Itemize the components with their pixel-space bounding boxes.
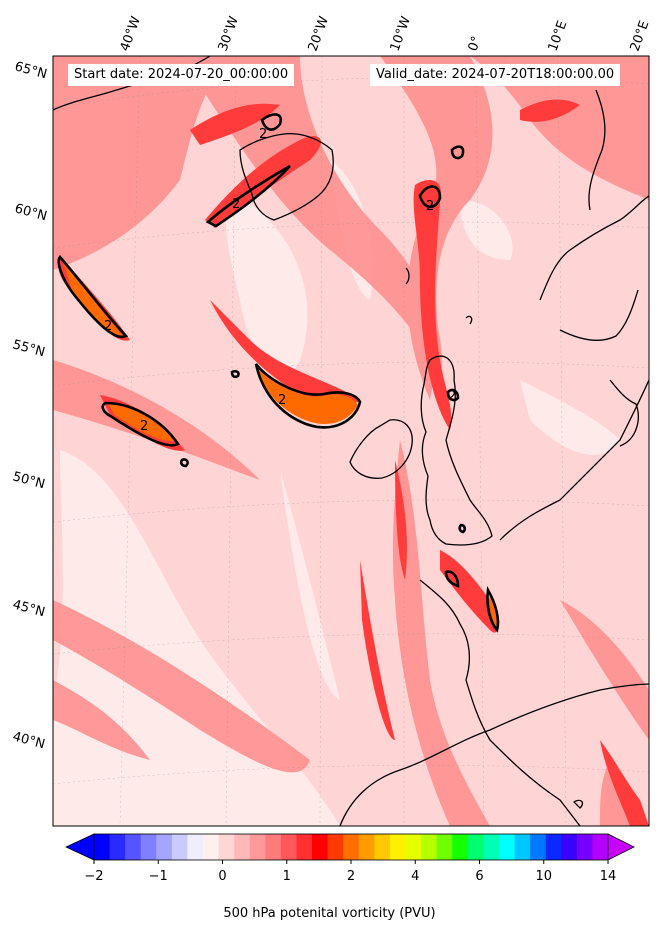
colorbar-tick-label: −1: [149, 869, 168, 884]
colorbar-segment: [249, 834, 266, 860]
latitude-labels: 65°N 60°N 55°N 50°N 45°N 40°N: [11, 59, 49, 752]
lon-label: 20°E: [628, 19, 653, 54]
colorbar-segment: [436, 834, 453, 860]
pv-2-contours: [57, 113, 500, 633]
colorbar-segment: [234, 834, 251, 860]
colorbar-segment: [576, 834, 593, 860]
colorbar-tick-label: 14: [600, 869, 617, 884]
colorbar-segment: [483, 834, 500, 860]
colorbar-segment: [498, 834, 516, 860]
colorbar-segment: [358, 834, 375, 860]
contour-label: 2: [232, 197, 240, 212]
contour-label: 2: [278, 393, 286, 408]
colorbar-tick-label: 6: [475, 869, 483, 884]
colorbar-label: 500 hPa potenital vorticity (PVU): [223, 906, 436, 921]
colorbar-segment: [296, 834, 313, 860]
colorbar-tick-label: 1: [283, 869, 291, 884]
colorbar-segment: [374, 834, 391, 860]
colorbar-extend-low: [65, 833, 95, 861]
lon-label: 10°W: [388, 14, 414, 53]
lat-label: 50°N: [11, 469, 47, 492]
colorbar-segment: [156, 834, 173, 860]
colorbar-segment: [514, 834, 531, 860]
lon-label: 30°W: [216, 14, 242, 53]
colorbar-segment: [140, 834, 157, 860]
valid-date-label: Valid_date: 2024-07-20T18:00:00.00: [370, 64, 621, 86]
colorbar-segment: [545, 834, 562, 860]
lon-label: 20°W: [306, 14, 332, 53]
colorbar-segment: [109, 834, 126, 860]
map-panel: 2 2 2 2 2 2 2: [53, 56, 649, 826]
graticule: [53, 56, 649, 826]
lat-label: 60°N: [13, 201, 49, 224]
colorbar-segment: [218, 834, 235, 860]
colorbar-segment: [280, 834, 297, 860]
colorbar-segment: [312, 834, 329, 860]
colorbar-segment: [389, 834, 407, 860]
colorbar-segment: [94, 834, 111, 860]
colorbar-tick-label: 4: [411, 869, 419, 884]
colorbar-segment: [452, 834, 469, 860]
lon-label: 0°: [466, 34, 485, 53]
colorbar-tick-label: 0: [218, 869, 226, 884]
colorbar-segment: [125, 834, 142, 860]
colorbar-tick-label: −2: [84, 869, 103, 884]
colorbar-tick-label: 2: [347, 869, 355, 884]
contour-label: 2: [140, 419, 148, 434]
colorbar-segment: [327, 834, 344, 860]
start-date-label: Start date: 2024-07-20_00:00:00: [68, 64, 295, 86]
contour-label: 2: [448, 389, 456, 404]
contour-value-labels: 2 2 2 2 2 2 2: [104, 127, 456, 434]
colorbar-segment: [530, 834, 547, 860]
colorbar-segment: [405, 834, 422, 860]
colorbar-tick-label: 10: [535, 869, 552, 884]
lon-label: 40°W: [118, 14, 144, 53]
colorbar-segment: [171, 834, 188, 860]
contour-label: 2: [426, 199, 434, 214]
colorbar-segment: [467, 834, 484, 860]
map-frame: [52, 55, 650, 827]
colorbar-extend-high: [607, 833, 635, 861]
colorbar-segment: [421, 834, 438, 860]
colorbar: −2 −1 0 1 2 4 6 10 14: [65, 833, 635, 884]
colorbar-segment: [343, 834, 360, 860]
colorbar-segment: [203, 834, 220, 860]
colorbar-segment: [187, 834, 204, 860]
colorbar-segment: [265, 834, 282, 860]
lon-label: 10°E: [546, 19, 571, 54]
lat-label: 65°N: [13, 59, 49, 82]
contour-label: 2: [104, 319, 112, 334]
lat-label: 45°N: [11, 597, 47, 620]
colorbar-segment: [561, 834, 578, 860]
lat-label: 40°N: [11, 729, 47, 752]
contour-label: 2: [259, 127, 267, 142]
longitude-labels: 40°W 30°W 20°W 10°W 0° 10°E 20°E: [118, 14, 653, 53]
colorbar-segment: [592, 834, 609, 860]
lat-label: 55°N: [11, 337, 47, 360]
